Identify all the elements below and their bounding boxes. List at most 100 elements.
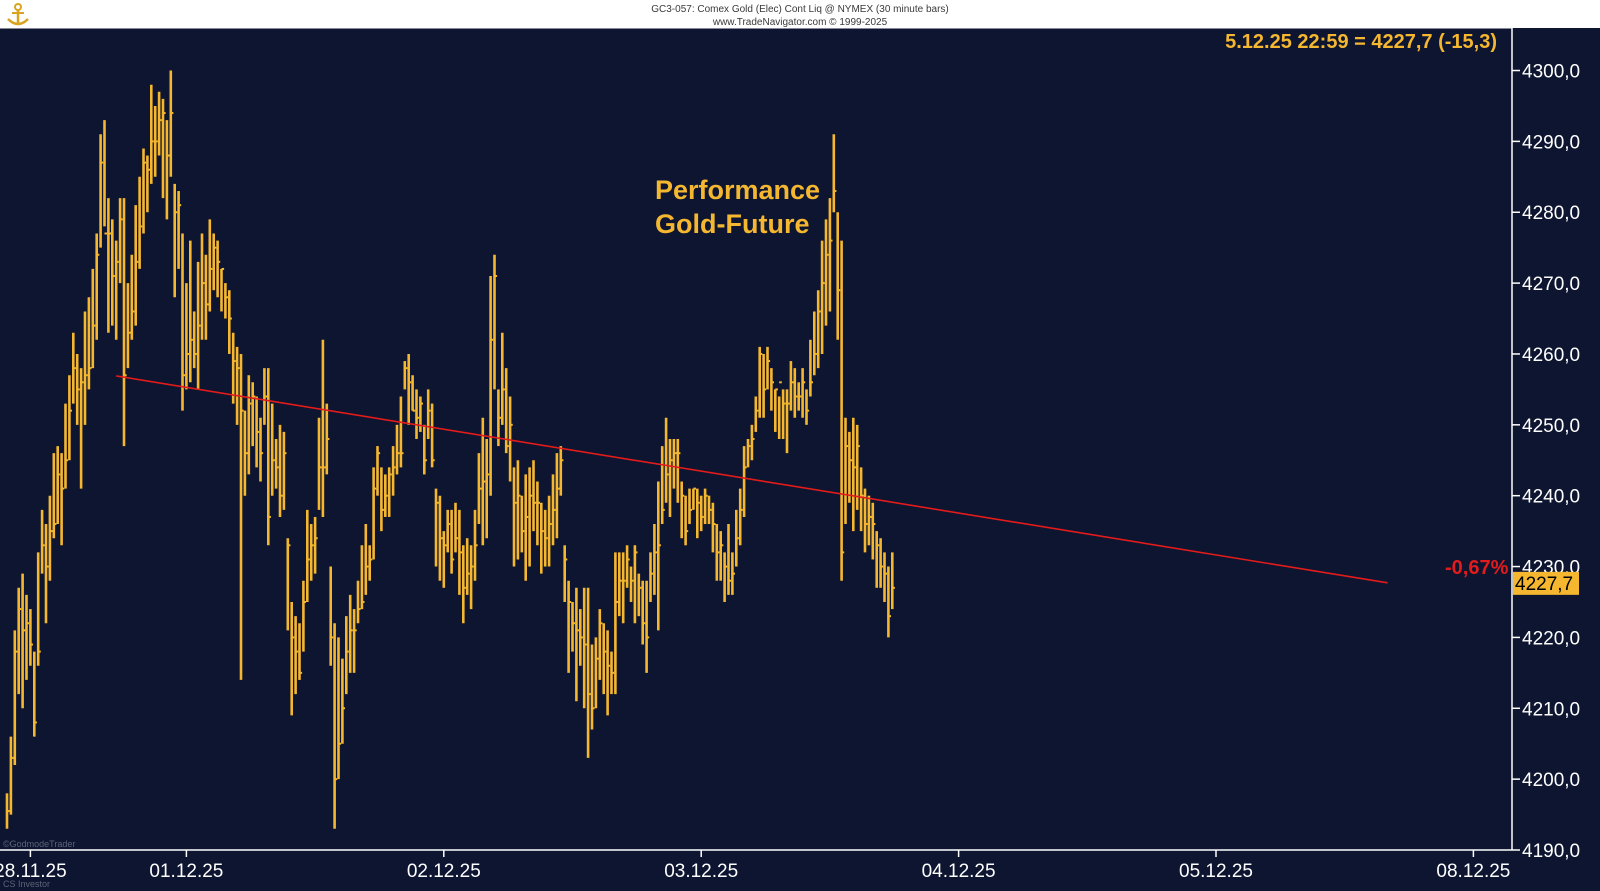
price-bar xyxy=(871,502,876,560)
price-bar xyxy=(812,311,817,376)
price-bar xyxy=(111,219,115,326)
price-bar xyxy=(824,219,829,326)
price-bar xyxy=(255,396,260,468)
price-bar xyxy=(656,481,661,631)
price-bar xyxy=(118,198,123,284)
price-bar xyxy=(879,538,884,588)
price-bar xyxy=(134,205,139,326)
price-bar xyxy=(290,601,295,716)
header-title: GC3-057: Comex Gold (Elec) Cont Liq @ NY… xyxy=(651,4,948,15)
x-tick-label: 08.12.25 xyxy=(1436,861,1510,882)
price-bar xyxy=(169,70,174,177)
price-bar xyxy=(309,524,314,581)
price-bar xyxy=(302,580,306,652)
price-bar xyxy=(485,439,490,539)
price-bar xyxy=(415,389,420,439)
price-bar xyxy=(641,580,646,645)
price-bar xyxy=(461,545,466,624)
price-bar xyxy=(313,516,318,574)
price-bar xyxy=(883,552,888,602)
price-bar xyxy=(762,353,767,418)
price-bar xyxy=(738,488,743,546)
price-bar xyxy=(699,495,704,532)
y-tick-label: 4210,0 xyxy=(1522,699,1580,720)
price-bar xyxy=(559,446,564,496)
price-bar xyxy=(146,155,150,213)
y-tick-label: 4260,0 xyxy=(1522,345,1580,366)
price-bar xyxy=(832,134,837,213)
price-bar xyxy=(801,368,806,418)
price-bar xyxy=(422,424,427,475)
price-bar xyxy=(231,332,236,404)
price-bar xyxy=(364,524,369,595)
price-bar xyxy=(688,488,693,525)
price-bar xyxy=(21,573,26,709)
y-tick-label: 4290,0 xyxy=(1522,132,1580,153)
price-bar xyxy=(692,487,696,510)
price-bar xyxy=(341,658,345,744)
price-bar xyxy=(286,538,291,631)
x-tick-label: 28.11.25 xyxy=(0,861,67,882)
price-bar xyxy=(32,651,37,737)
x-tick-label: 04.12.25 xyxy=(922,861,996,882)
price-bar xyxy=(575,587,579,702)
price-bar xyxy=(645,580,650,673)
price-bar xyxy=(442,531,447,588)
price-bar xyxy=(516,460,521,560)
y-tick-label: 4190,0 xyxy=(1522,841,1580,862)
anchor-logo-icon xyxy=(7,3,29,26)
price-bar xyxy=(633,545,638,624)
price-bar xyxy=(536,481,540,546)
price-bar xyxy=(805,389,810,425)
last-price-info: 5.12.25 22:59 = 4227,7 (-15,3) xyxy=(1225,31,1497,53)
chart-title-line1: Performance xyxy=(655,175,820,205)
price-bar xyxy=(403,361,408,390)
last-price-label: 4227,7 xyxy=(1515,574,1573,595)
price-bar xyxy=(208,219,213,312)
price-bar xyxy=(695,488,700,539)
price-bar xyxy=(758,346,763,418)
price-bar xyxy=(114,240,119,340)
price-bar xyxy=(625,545,630,588)
price-bar xyxy=(399,396,404,468)
price-bar xyxy=(719,531,724,581)
price-bar xyxy=(707,495,712,525)
x-tick-label: 03.12.25 xyxy=(664,861,738,882)
price-bar xyxy=(629,566,634,602)
price-bar xyxy=(742,446,747,517)
x-axis-ticks: 28.11.25 01.12.25 02.12.25 03.12.25 04.12.25… xyxy=(0,850,1510,882)
price-bar xyxy=(789,361,794,411)
price-bar xyxy=(606,630,611,716)
price-bar xyxy=(500,332,505,425)
price-bar xyxy=(391,446,396,496)
price-bar xyxy=(672,439,677,489)
price-bar xyxy=(87,297,92,390)
price-bar xyxy=(165,120,170,220)
price-bar xyxy=(777,381,782,439)
price-bar xyxy=(586,587,591,758)
price-bar xyxy=(450,509,455,574)
x-tick-label: 02.12.25 xyxy=(407,861,481,882)
price-bar xyxy=(582,587,587,709)
price-bar xyxy=(660,446,665,525)
price-bar xyxy=(727,524,732,595)
price-bar xyxy=(138,176,143,269)
price-bar xyxy=(649,552,654,602)
price-bar xyxy=(766,346,771,390)
price-bar xyxy=(75,353,80,425)
trend-line xyxy=(116,375,1388,584)
price-bar xyxy=(9,736,14,815)
price-bar xyxy=(251,382,256,447)
price-bar xyxy=(528,467,533,567)
price-bar xyxy=(224,283,228,319)
price-bar xyxy=(325,403,330,475)
price-bar xyxy=(497,389,501,447)
price-bar xyxy=(387,467,392,517)
price-bar xyxy=(239,353,244,680)
price-bar xyxy=(489,276,494,496)
price-bar xyxy=(337,637,342,780)
price-bar xyxy=(454,502,459,553)
price-bar xyxy=(524,474,529,581)
price-bar xyxy=(263,368,267,425)
